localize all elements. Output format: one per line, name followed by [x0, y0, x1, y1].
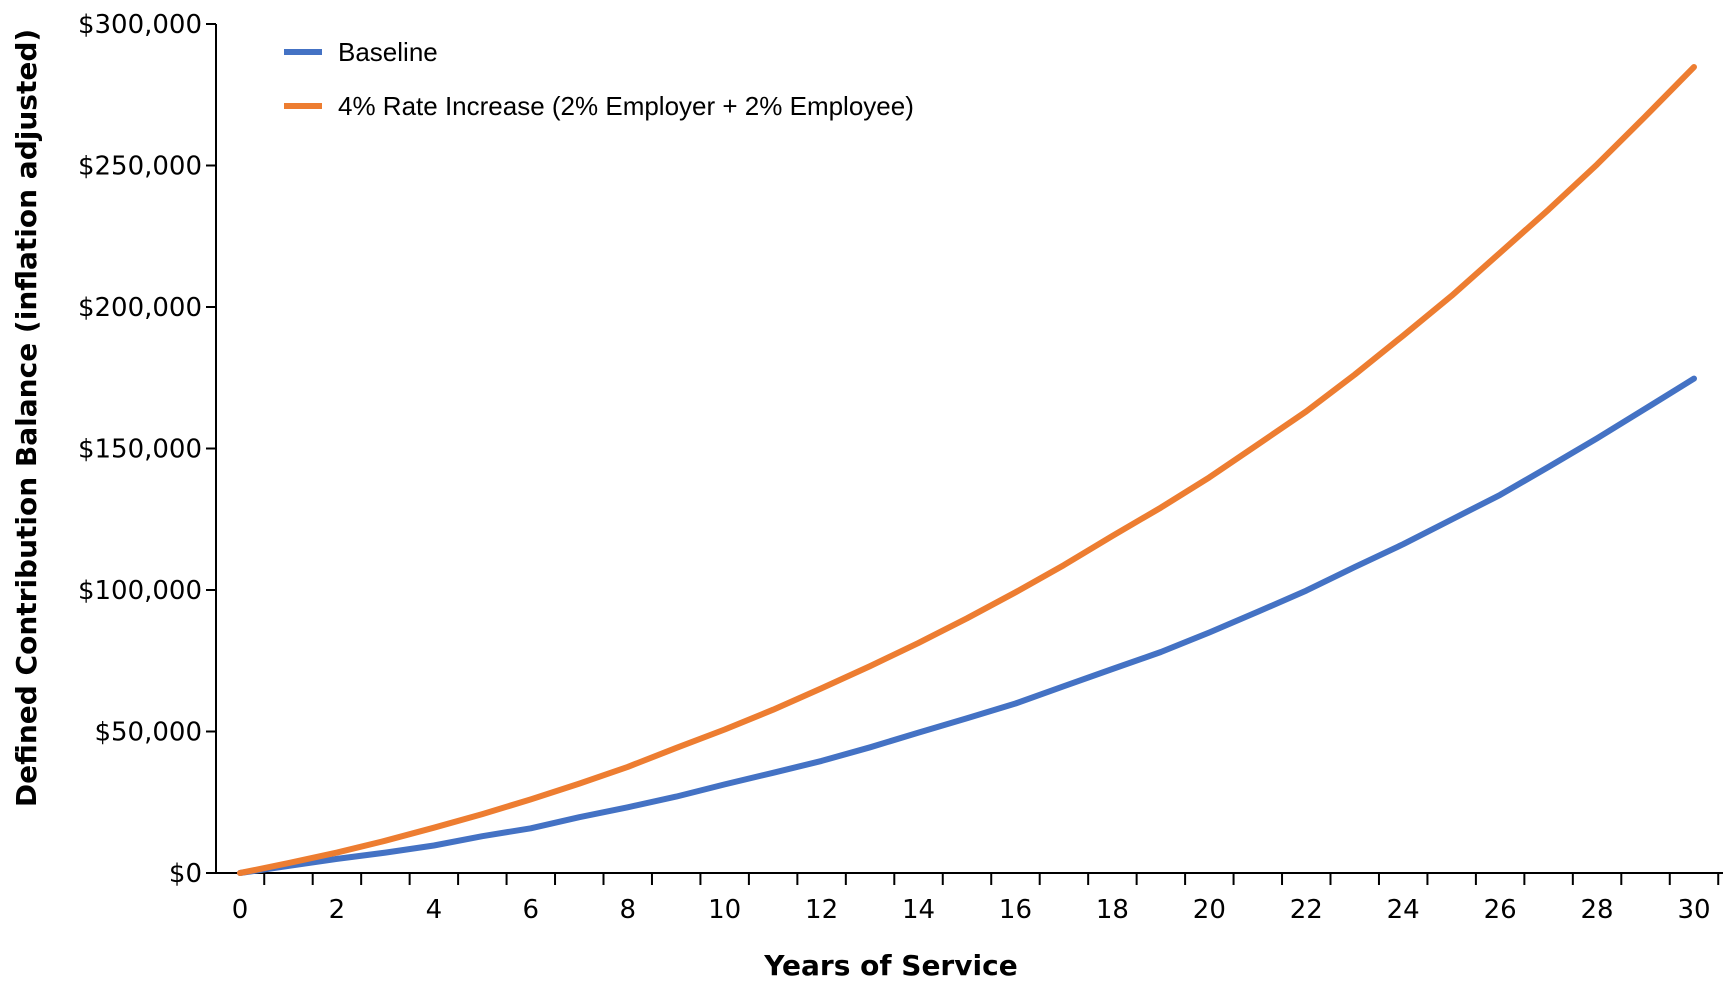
x-tick-label: 12	[805, 895, 838, 925]
x-tick-label: 20	[1193, 895, 1226, 925]
series-line-baseline	[237, 375, 1697, 876]
x-tick-label: 6	[523, 895, 540, 925]
x-tick-label: 4	[426, 895, 443, 925]
x-tick-label: 22	[1290, 895, 1323, 925]
y-tick-label: $50,000	[94, 718, 202, 748]
y-tick-label: $250,000	[78, 152, 202, 182]
x-tick-label: 26	[1484, 895, 1517, 925]
x-tick-label: 10	[708, 895, 741, 925]
x-ticks: 0 2 4 6 8 10 12 14 16 18 20 22 24 26 28 30	[232, 873, 1720, 925]
x-tick-label: 14	[902, 895, 935, 925]
x-tick-label: 24	[1387, 895, 1420, 925]
axes	[215, 24, 1723, 874]
series-line-rate-increase	[237, 64, 1697, 876]
x-tick-label: 30	[1677, 895, 1710, 925]
legend-label-baseline: Baseline	[338, 37, 438, 67]
series-layer	[237, 64, 1697, 876]
y-tick-label: $150,000	[78, 435, 202, 465]
x-tick-label: 2	[329, 895, 346, 925]
x-tick-label: 0	[232, 895, 249, 925]
x-tick-label: 8	[619, 895, 636, 925]
y-ticks: $0 $50,000 $100,000 $150,000 $200,000 $250,00…	[78, 10, 216, 889]
x-tick-label: 16	[999, 895, 1032, 925]
y-tick-label: $0	[169, 859, 202, 889]
y-axis-title: Defined Contribution Balance (inflation …	[10, 29, 43, 807]
x-tick-label: 18	[1096, 895, 1129, 925]
legend: Baseline 4% Rate Increase (2% Employer + …	[284, 37, 914, 121]
y-tick-label: $200,000	[78, 293, 202, 323]
y-tick-label: $100,000	[78, 576, 202, 606]
legend-label-rate-increase: 4% Rate Increase (2% Employer + 2% Emplo…	[338, 91, 914, 121]
x-tick-label: 28	[1581, 895, 1614, 925]
x-axis-title: Years of Service	[763, 949, 1017, 982]
y-tick-label: $300,000	[78, 10, 202, 40]
